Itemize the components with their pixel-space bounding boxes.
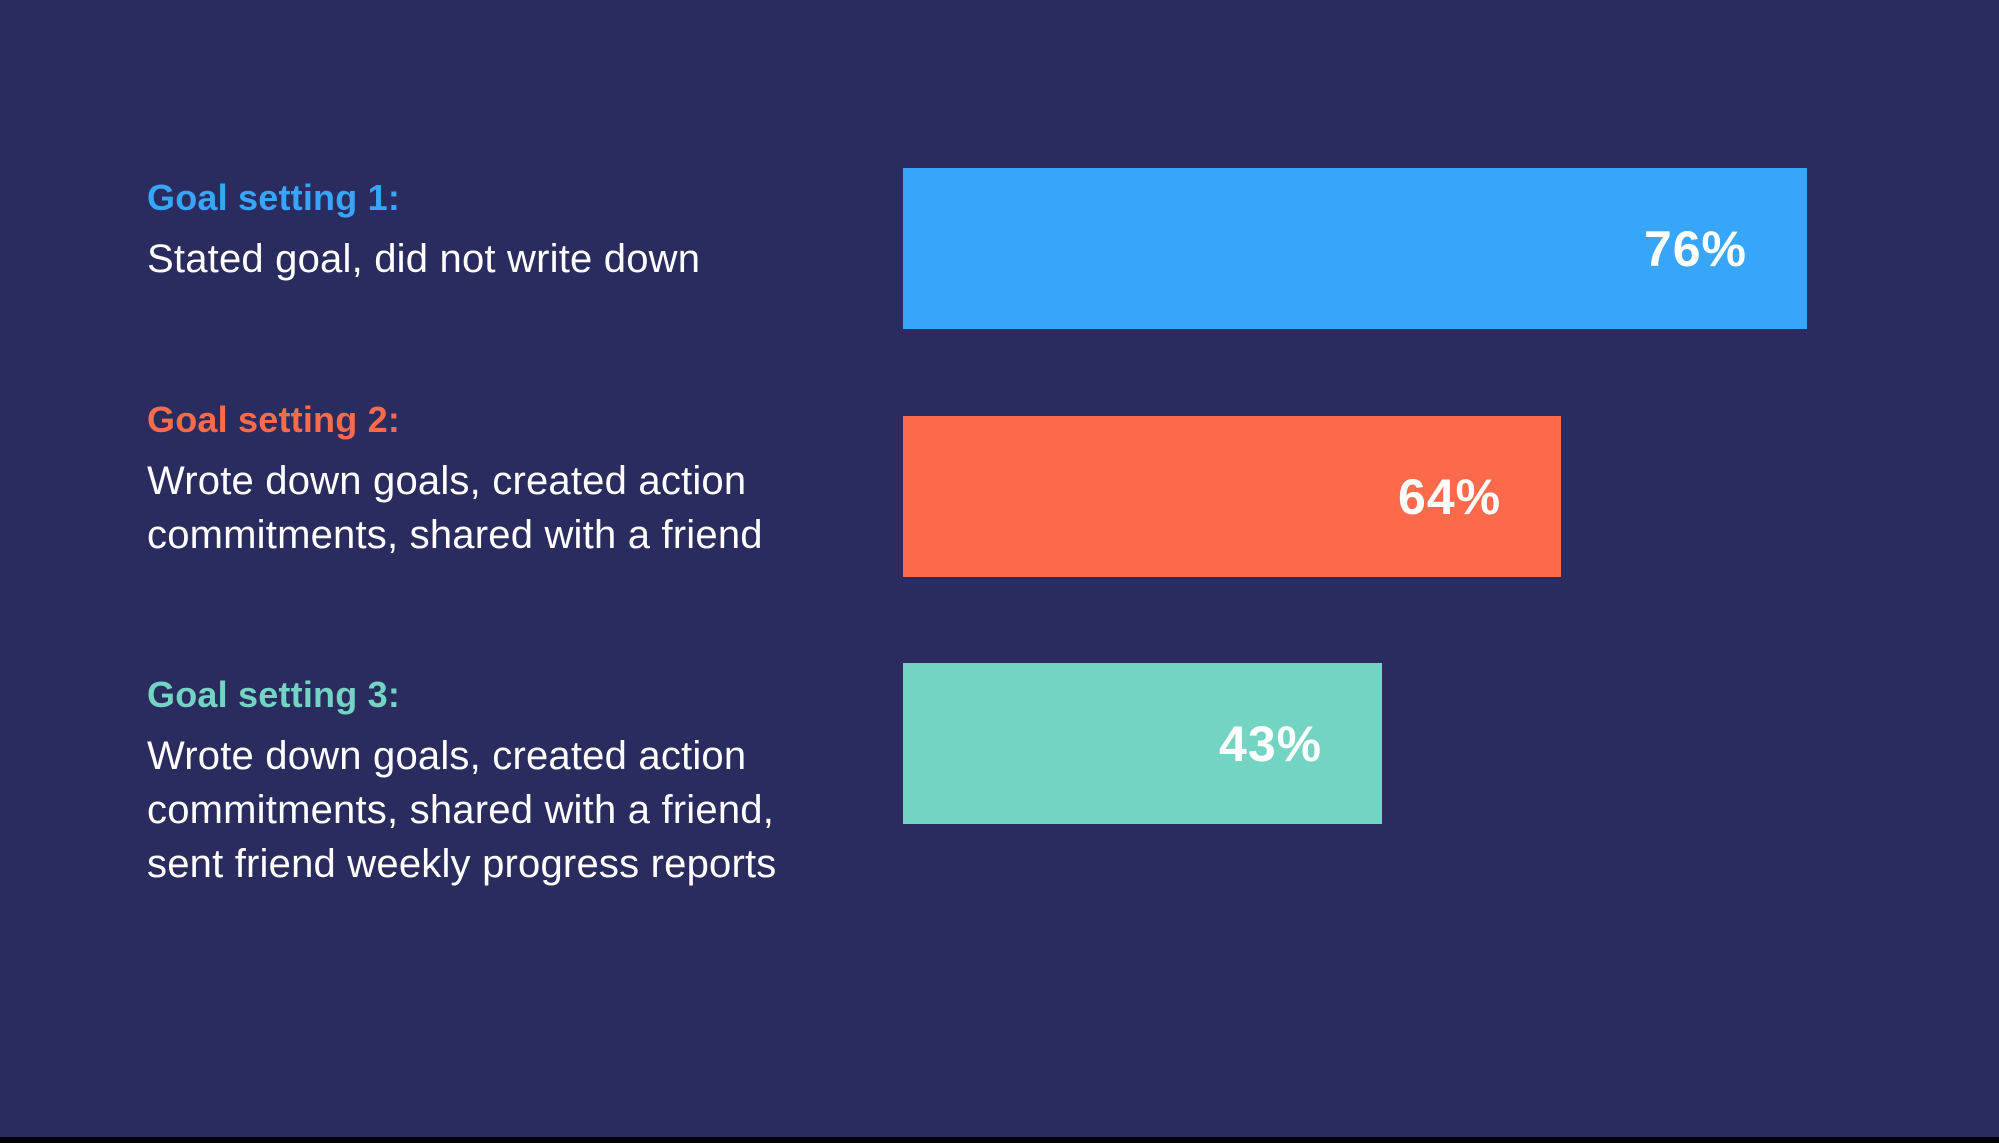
description-line: sent friend weekly progress reports (147, 842, 777, 886)
label-block-goal-setting-1: Goal setting 1: Stated goal, did not wri… (147, 176, 847, 286)
label-block-goal-setting-2: Goal setting 2: Wrote down goals, create… (147, 398, 847, 562)
bar-goal-setting-3: 43% (903, 663, 1383, 824)
description-line: Wrote down goals, created action (147, 459, 747, 503)
bar-value-label: 76% (1643, 220, 1747, 277)
bar-goal-setting-1: 76% (903, 168, 1807, 329)
bar-goal-setting-2: 64% (903, 416, 1562, 577)
row-heading: Goal setting 1: (147, 177, 401, 218)
row-heading: Goal setting 2: (147, 399, 401, 440)
bottom-edge-strip (0, 1137, 1999, 1143)
row-description: Wrote down goals, created action commitm… (147, 729, 847, 891)
description-line: Stated goal, did not write down (147, 237, 701, 281)
description-line: commitments, shared with a friend, (147, 788, 775, 832)
bar-value-label: 64% (1398, 468, 1502, 525)
row-description: Wrote down goals, created action commitm… (147, 454, 847, 562)
row-heading: Goal setting 3: (147, 674, 401, 715)
row-description: Stated goal, did not write down (147, 232, 847, 286)
bar-area: 76% 64% 43% (903, 0, 1807, 1143)
description-line: Wrote down goals, created action (147, 734, 747, 778)
bar-value-label: 43% (1219, 715, 1323, 772)
description-line: commitments, shared with a friend (147, 513, 763, 557)
label-block-goal-setting-3: Goal setting 3: Wrote down goals, create… (147, 673, 847, 891)
